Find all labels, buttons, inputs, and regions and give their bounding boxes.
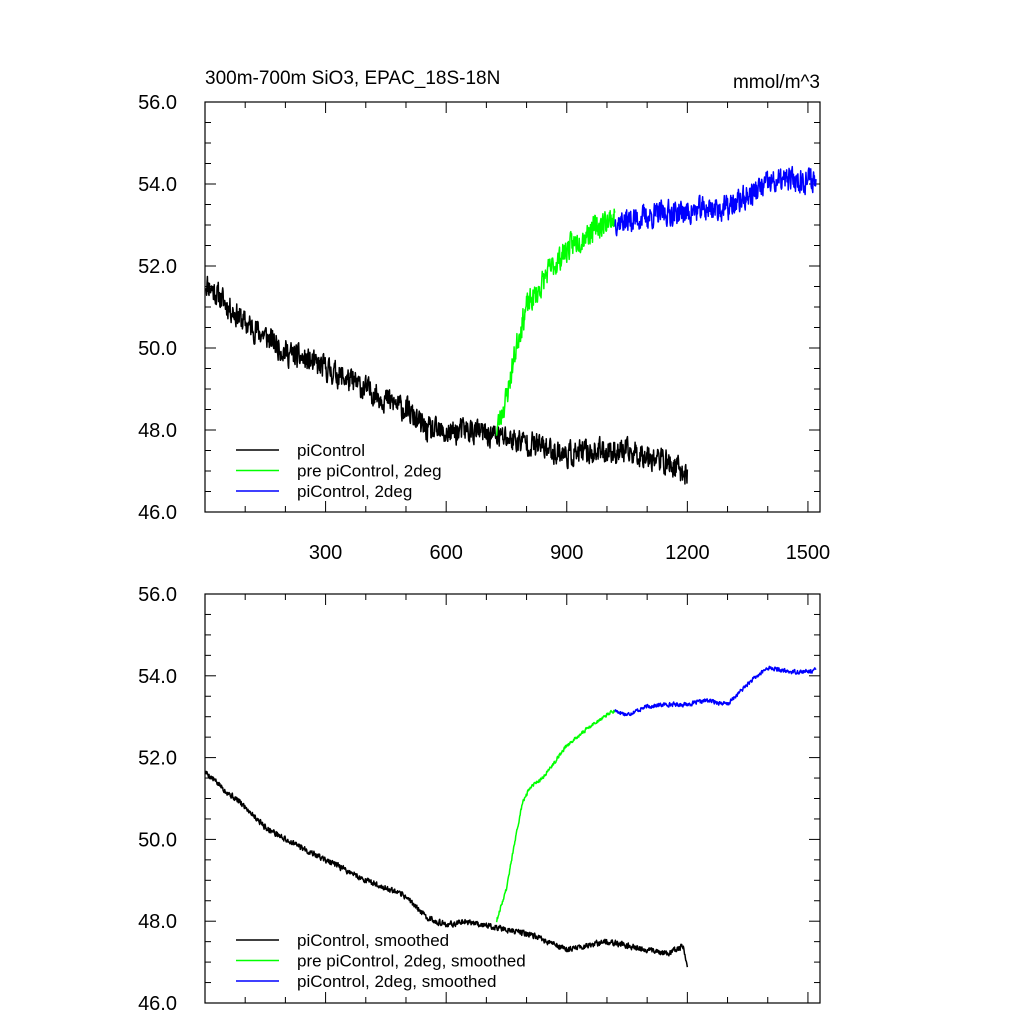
x-tick-label: 300 — [309, 542, 342, 564]
x-tick-label: 600 — [429, 542, 462, 564]
units-label: mmol/m^3 — [733, 72, 820, 93]
chart-panel-2: 46.0 48.0 50.0 52.0 54.0 56.0 piControl, smoot… — [138, 584, 821, 1015]
series-line-3 — [614, 665, 817, 717]
y-tick-label: 54.0 — [138, 174, 177, 196]
legend-label: piControl — [297, 441, 365, 460]
y-tick-label: 46.0 — [138, 993, 177, 1015]
series-line-2 — [495, 208, 616, 436]
y-tick-label: 48.0 — [138, 911, 177, 933]
y-tick-label: 50.0 — [138, 829, 177, 851]
y-tick-label: 56.0 — [138, 584, 177, 606]
y-tick-label: 56.0 — [138, 92, 177, 114]
legend-label: pre piControl, 2deg, smoothed — [297, 952, 526, 971]
series-line-1 — [205, 770, 689, 968]
x-tick-label: 1500 — [786, 542, 831, 564]
chart-panel-1: 46.0 48.0 50.0 52.0 54.0 56.0 300 600 900 1200 150… — [138, 68, 830, 564]
legend-label: piControl, smoothed — [297, 931, 449, 950]
series-line-1 — [205, 275, 689, 485]
legend-label: piControl, 2deg — [297, 482, 412, 501]
legend-label: pre piControl, 2deg — [297, 462, 442, 481]
series-line-2 — [495, 709, 616, 923]
series-line-3 — [614, 165, 817, 237]
y-tick-label: 48.0 — [138, 420, 177, 442]
y-tick-label: 54.0 — [138, 666, 177, 688]
y-tick-label: 52.0 — [138, 256, 177, 278]
chart-title: 300m-700m SiO3, EPAC_18S-18N — [205, 68, 500, 89]
y-tick-label: 46.0 — [138, 502, 177, 524]
y-tick-label: 50.0 — [138, 338, 177, 360]
x-tick-label: 1200 — [665, 542, 710, 564]
legend-label: piControl, 2deg, smoothed — [297, 972, 496, 991]
y-tick-label: 52.0 — [138, 748, 177, 770]
x-tick-label: 900 — [550, 542, 583, 564]
